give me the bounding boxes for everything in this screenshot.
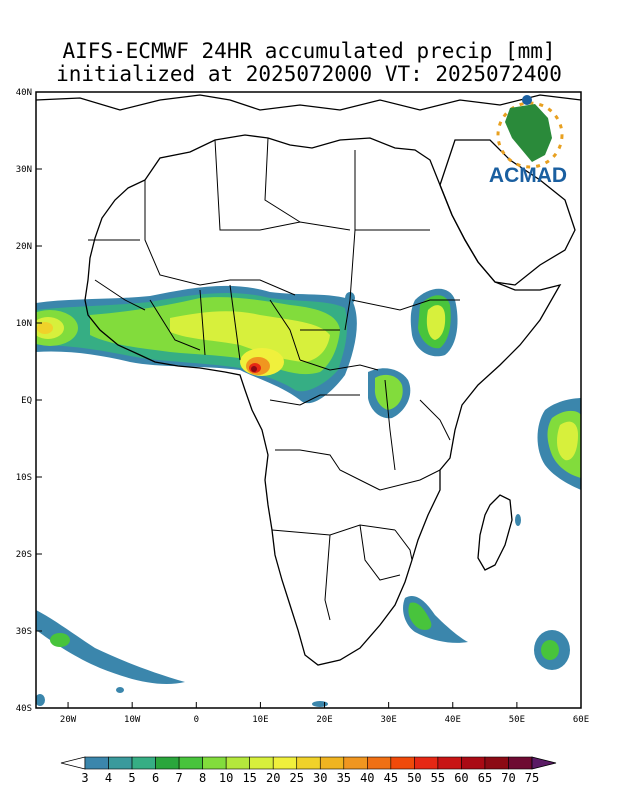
colorbar-segment [437,756,462,770]
colorbar-segment [414,756,439,770]
colorbar-segment [508,756,533,770]
colorbar-segment [272,756,298,770]
colorbar-label: 15 [242,771,256,785]
lon-tick-label: 60E [573,715,589,725]
lon-tick-label: 20E [316,715,332,725]
colorbar-label: 20 [266,771,280,785]
colorbar-label: 75 [525,771,539,785]
lat-tick-label: 30N [16,165,32,175]
colorbar-segment [202,756,227,770]
colorbar-label: 7 [175,771,182,785]
lat-tick-label: EQ [21,396,32,406]
lat-tick-label: 20N [16,242,32,252]
colorbar-segment [155,756,180,770]
chart-title-line2: initialized at 2025072000 VT: 2025072400 [56,62,562,86]
colorbar-label: 25 [290,771,304,785]
coastline [36,94,581,666]
colorbar-label: 3 [81,771,88,785]
colorbar-segment [84,756,109,770]
chart-title-line1: AIFS-ECMWF 24HR accumulated precip [mm] [62,39,556,63]
africa-sun-logo: ACMAD [489,95,567,187]
lon-tick-label: 20W [60,715,77,725]
colorbar-label: 40 [360,771,374,785]
precip-south-atlantic [36,610,185,685]
colorbar-over-triangle [531,756,557,770]
colorbar-segment [343,756,368,770]
colorbar-segment [319,756,345,770]
colorbar-segment [484,756,509,770]
lat-tick-label: 10S [16,473,32,483]
colorbar-segment [131,756,156,770]
colorbar-label: 60 [454,771,468,785]
colorbar-segment [296,756,321,770]
country-borders [88,137,460,621]
colorbar-segment [225,756,250,770]
colorbar-label: 10 [219,771,233,785]
colorbar-segment [249,756,274,770]
colorbar-label: 35 [337,771,351,785]
colorbar-label: 70 [501,771,515,785]
colorbar-label: 5 [128,771,135,785]
colorbar-label: 50 [407,771,421,785]
colorbar-segment [461,756,486,770]
colorbar-label: 45 [384,771,398,785]
lat-tick-label: 40S [16,704,32,714]
colorbar-label: 30 [313,771,327,785]
colorbar-under-triangle [60,756,86,770]
precip-field [36,285,581,707]
lon-tick-label: 40E [445,715,461,725]
colorbar-label: 4 [105,771,112,785]
lat-tick-label: 30S [16,627,32,637]
lat-tick-label: 40N [16,88,32,98]
lon-tick-label: 0 [194,715,199,725]
precip-sahel-yellow [170,311,330,362]
lon-tick-label: 30E [381,715,397,725]
colorbar-label: 8 [199,771,206,785]
lat-tick-label: 10N [16,319,32,329]
acmad-logo-text: ACMAD [489,164,567,187]
colorbar-segment [390,756,415,770]
colorbar-segment [178,756,203,770]
axis-ticks: 20W 10W 0 10E 20E 30E 40E 50E 60E 40N 30N 20N 10N EQ 1… [16,88,589,725]
lon-tick-label: 10W [124,715,141,725]
colorbar-label: 55 [431,771,445,785]
colorbar-segment [367,756,392,770]
colorbar-label: 6 [152,771,159,785]
lon-tick-label: 50E [509,715,525,725]
lon-tick-label: 10E [252,715,268,725]
colorbar-segment [108,756,133,770]
lat-tick-label: 20S [16,550,32,560]
colorbar: 3 4 5 6 7 8 10 15 20 25 30 35 40 45 50 55 60 65 70 75 [60,756,557,785]
colorbar-label: 65 [478,771,492,785]
